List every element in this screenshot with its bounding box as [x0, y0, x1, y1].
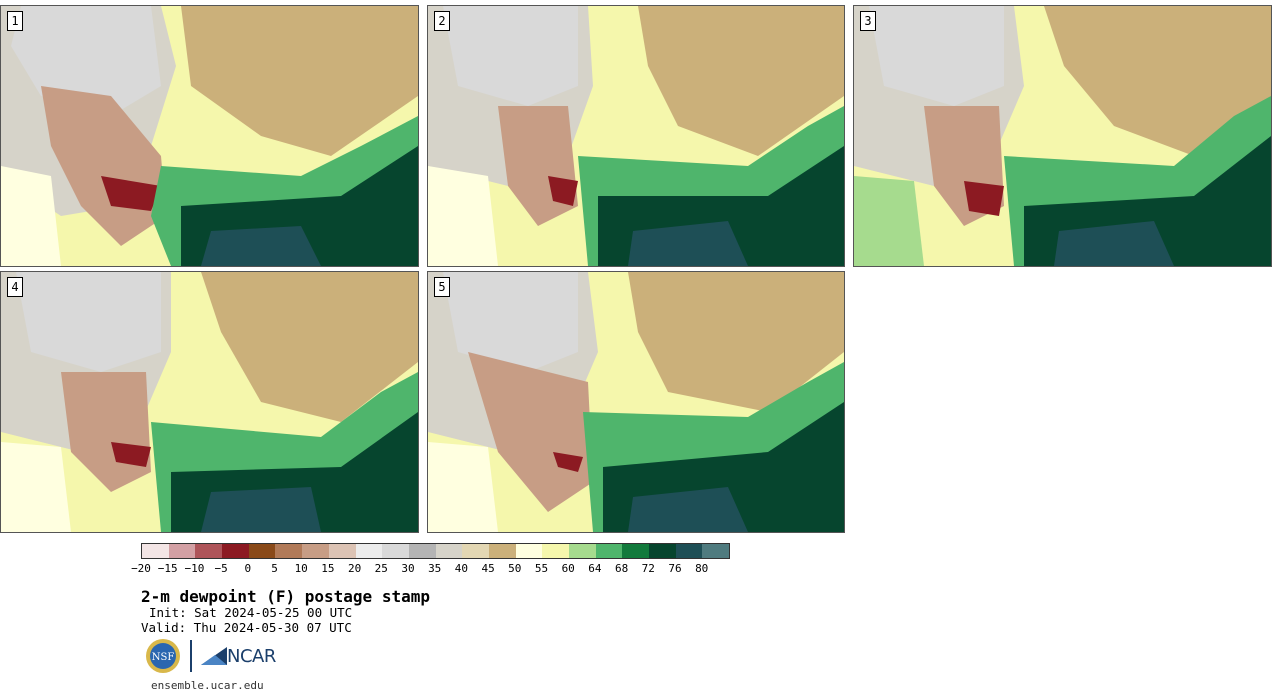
- colorbar-tick-label: 60: [561, 562, 575, 575]
- logos: NSF NCAR: [145, 638, 276, 674]
- map-panel-5[interactable]: 5: [427, 271, 845, 533]
- colorbar-swatch: [702, 544, 730, 558]
- figure-title: 2-m dewpoint (F) postage stamp: [141, 587, 430, 606]
- panel-label: 2: [434, 11, 450, 31]
- colorbar-swatch: [435, 544, 463, 558]
- dewpoint-map: [1, 272, 418, 532]
- colorbar-swatch: [649, 544, 676, 558]
- panel-label: 3: [860, 11, 876, 31]
- colorbar-ticks: −20 −15 −10 −5 0 5 10 15 20 25 30 35 40 45 50 55 60 64 68 7…: [131, 562, 761, 576]
- colorbar-tick-label: −10: [184, 562, 205, 575]
- colorbar-swatch: [488, 544, 516, 558]
- colorbar-swatch: [569, 544, 596, 558]
- colorbar-swatch: [142, 544, 169, 558]
- dewpoint-map: [1, 6, 418, 266]
- ncar-logo-text: NCAR: [227, 645, 276, 667]
- colorbar-swatch: [302, 544, 329, 558]
- panel-label: 1: [7, 11, 23, 31]
- colorbar-tick-label: 55: [534, 562, 549, 575]
- colorbar-swatch: [248, 544, 276, 558]
- dewpoint-map: [854, 6, 1271, 266]
- colorbar-tick-label: 5: [271, 562, 278, 575]
- panel-label: 4: [7, 277, 23, 297]
- colorbar-swatch: [222, 544, 249, 558]
- svg-text:NSF: NSF: [152, 652, 175, 663]
- colorbar-tick-label: 76: [668, 562, 682, 575]
- colorbar-tick-label: 72: [641, 562, 655, 575]
- colorbar-swatch: [355, 544, 383, 558]
- dewpoint-map: [428, 6, 844, 266]
- colorbar-swatch: [408, 544, 436, 558]
- colorbar-tick-label: −5: [214, 562, 228, 575]
- colorbar-swatch: [542, 544, 569, 558]
- colorbar-tick-label: 0: [244, 562, 252, 575]
- colorbar-swatch: [462, 544, 489, 558]
- colorbar-swatch: [168, 544, 196, 558]
- map-panel-3[interactable]: 3: [853, 5, 1272, 267]
- nsf-logo-icon: NSF: [146, 639, 180, 673]
- dewpoint-map: [428, 272, 844, 532]
- map-panel-2[interactable]: 2: [427, 5, 845, 267]
- colorbar-swatch: [328, 544, 356, 558]
- colorbar-tick-label: 68: [614, 562, 629, 575]
- colorbar-tick-label: −20: [131, 562, 151, 575]
- colorbar-tick-label: 45: [481, 562, 495, 575]
- colorbar-swatch: [515, 544, 543, 558]
- colorbar-tick-label: −15: [157, 562, 178, 575]
- colorbar-swatch: [595, 544, 623, 558]
- colorbar-tick-label: 50: [508, 562, 522, 575]
- colorbar-swatch: [195, 544, 223, 558]
- colorbar-swatch: [675, 544, 703, 558]
- ncar-logo-icon: [201, 647, 227, 665]
- map-panel-1[interactable]: 1: [0, 5, 419, 267]
- colorbar-tick-label: 40: [454, 562, 469, 575]
- website-url: ensemble.ucar.edu: [151, 679, 264, 692]
- colorbar-swatch: [275, 544, 303, 558]
- colorbar-tick-label: 80: [695, 562, 709, 575]
- colorbar-tick-label: 35: [428, 562, 442, 575]
- colorbar-tick-label: 25: [374, 562, 388, 575]
- colorbar-tick-label: 10: [294, 562, 308, 575]
- colorbar-tick-label: 20: [347, 562, 362, 575]
- colorbar-tick-label: 64: [588, 562, 602, 575]
- map-panel-4[interactable]: 4: [0, 271, 419, 533]
- panel-label: 5: [434, 277, 450, 297]
- colorbar-swatch: [622, 544, 650, 558]
- colorbar-tick-label: 30: [401, 562, 415, 575]
- init-time: Init: Sat 2024-05-25 00 UTC: [149, 605, 353, 620]
- valid-time: Valid: Thu 2024-05-30 07 UTC: [141, 620, 352, 635]
- colorbar: [141, 543, 731, 559]
- colorbar-swatch: [382, 544, 409, 558]
- colorbar-tick-label: 15: [321, 562, 335, 575]
